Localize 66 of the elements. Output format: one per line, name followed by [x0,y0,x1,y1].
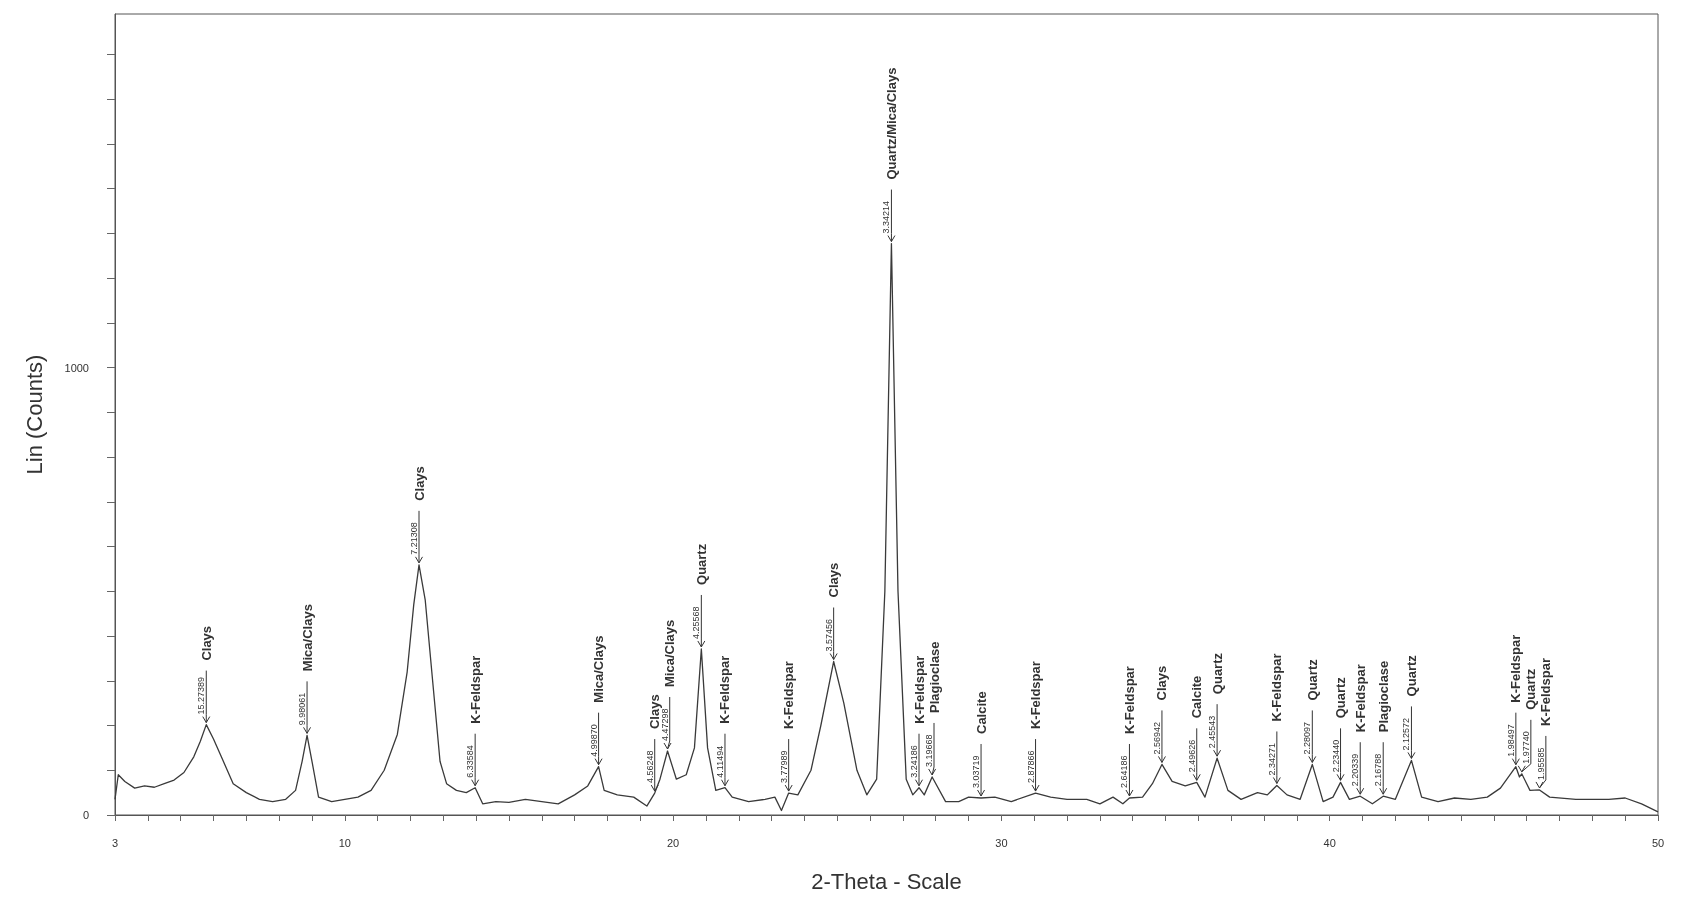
annotation: 2.16788 [1373,753,1384,787]
annotation: Clays [198,625,214,661]
annotation: Quartz/Mica/Clays [883,67,899,180]
annotation: Quartz [1304,658,1320,701]
annotation: 2.23440 [1330,739,1341,773]
annotation: 3.24186 [909,745,919,778]
annotation: 9.98061 [297,692,308,726]
annotation: Clays [826,562,842,598]
y-axis-title: Lin (Counts) [21,354,47,475]
annotation: Calcite [973,691,989,734]
x-axis-title: 2-Theta - Scale [811,868,962,894]
annotation: 2.87866 [1025,750,1036,784]
annotation: K-Feldspar [781,661,797,730]
annotation: Mica/Clays [591,635,607,703]
annotation: K-Feldspar [911,655,927,724]
annotation: Quartz [693,543,709,585]
x-tick-label: 40 [1323,836,1336,849]
annotation: 4.11494 [714,745,725,778]
annotation: K-Feldspar [1121,666,1137,734]
annotation: 1.95585 [1535,747,1546,780]
annotation: K-Feldspar [1028,661,1044,730]
annotation: Clays [1154,665,1170,701]
annotation: 7.21308 [409,522,419,555]
y-tick-label: 0 [82,809,89,821]
x-tick-label: 10 [338,836,351,849]
annotation: 4.99870 [588,724,599,757]
annotation: 4.25568 [691,606,702,639]
annotation: 2.56942 [1151,721,1162,755]
annotation: K-Feldspar [717,655,733,724]
annotation: 3.03719 [971,755,982,788]
y-tick-label: 1000 [64,361,89,374]
x-tick-label: 20 [666,836,680,849]
annotation: K-Feldspar [1269,653,1285,722]
x-tick-label: 3 [111,836,119,849]
annotation: Quartz [1403,654,1419,697]
annotation: 2.28097 [1302,721,1313,755]
annotation: 2.12572 [1401,717,1412,751]
annotation: Calcite [1189,675,1205,719]
annotation: K-Feldspar [1508,634,1524,703]
annotation: K-Feldspar [1352,664,1368,733]
annotation: K-Feldspar [467,655,483,724]
annotation: 3.34214 [881,201,892,234]
annotation: Quartz [1209,652,1225,695]
annotation: 3.57456 [823,618,834,652]
annotation: 2.49626 [1186,739,1197,773]
annotation: 6.33584 [465,745,476,778]
annotation: Mica/Clays [662,619,678,688]
annotation: 2.45543 [1207,715,1218,749]
annotation: 15.27389 [196,677,207,715]
x-tick-label: 30 [995,836,1008,849]
annotation: Plagioclase [926,641,942,713]
annotation: K-Feldspar [1538,658,1554,726]
annotation: 2.34271 [1266,742,1277,776]
annotation: 2.64186 [1119,755,1130,788]
annotation: 3.77989 [778,750,789,784]
annotation: Mica/Clays [299,604,315,672]
annotation: Quartz [1333,676,1349,719]
annotation: 2.20339 [1350,753,1361,787]
annotation: 1.97740 [1520,731,1531,764]
annotation: 4.56248 [644,750,655,784]
x-tick-label: 50 [1651,836,1665,849]
annotation: Clays [411,466,427,501]
annotation: Quartz [1523,668,1539,710]
annotation: 1.98497 [1505,724,1516,757]
annotation: Plagioclase [1375,660,1391,733]
annotation: 3.19668 [924,734,934,767]
